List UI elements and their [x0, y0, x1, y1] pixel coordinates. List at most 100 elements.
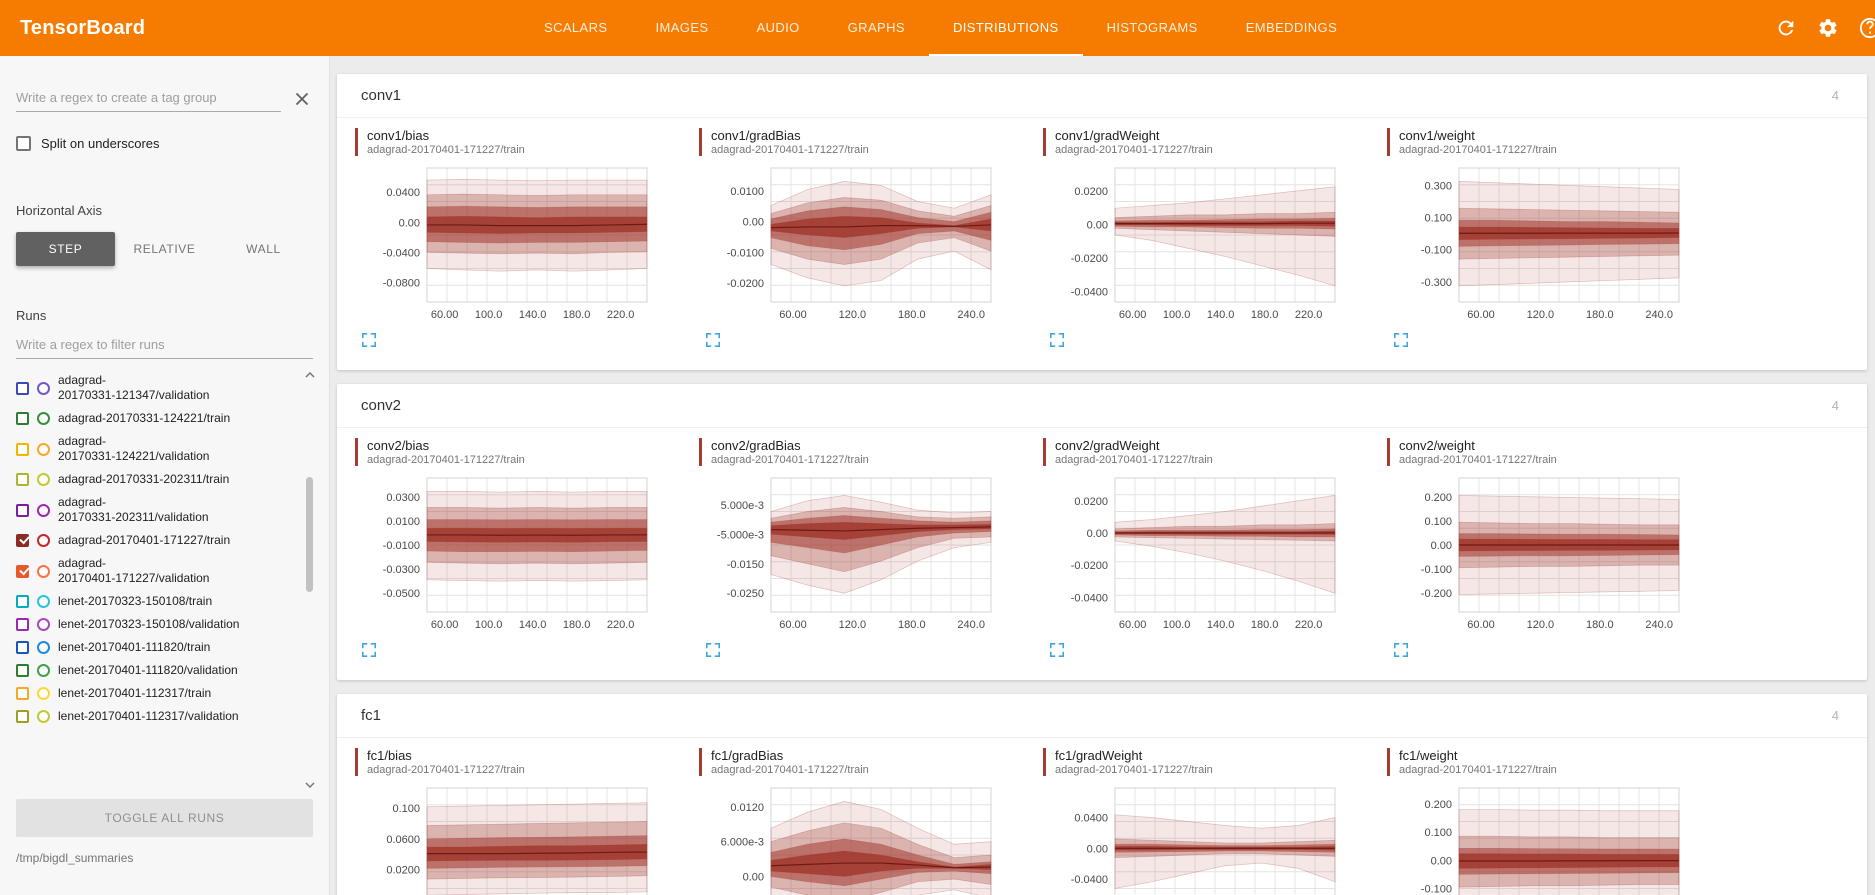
tab-histograms[interactable]: HISTOGRAMS [1106, 19, 1198, 35]
run-item[interactable]: lenet-20170401-111820/train [16, 636, 297, 659]
run-checkbox[interactable] [16, 687, 29, 700]
run-item[interactable]: lenet-20170401-112317/train [16, 682, 297, 705]
distribution-plot[interactable]: 0.0200 0.00 -0.0200 -0.0400 60.00 100.0 140.0 1… [1041, 470, 1361, 638]
run-item[interactable]: adagrad-20170401-171227/train [16, 529, 297, 552]
run-checkbox[interactable] [16, 534, 29, 547]
run-regex-input[interactable] [16, 333, 313, 359]
settings-icon[interactable] [1817, 17, 1839, 39]
svg-text:240.0: 240.0 [1645, 309, 1673, 321]
run-item[interactable]: adagrad- 20170331-121347/validation [16, 369, 297, 407]
split-underscores-checkbox[interactable] [16, 136, 31, 151]
axis-option-step[interactable]: STEP [16, 232, 115, 266]
run-checkbox[interactable] [16, 412, 29, 425]
run-list-container: adagrad- 20170331-121347/validation adagr… [16, 369, 315, 791]
run-radio[interactable] [37, 534, 50, 547]
run-radio[interactable] [37, 564, 50, 578]
axis-option-relative[interactable]: RELATIVE [133, 242, 196, 256]
run-item[interactable]: adagrad- 20170331-202311/validation [16, 491, 297, 529]
toggle-all-runs-button[interactable]: TOGGLE ALL RUNS [16, 799, 313, 837]
run-radio[interactable] [37, 381, 50, 395]
expand-chart-icon[interactable] [1049, 332, 1065, 348]
run-checkbox[interactable] [16, 442, 29, 456]
run-radio[interactable] [37, 664, 50, 677]
run-checkbox[interactable] [16, 473, 29, 486]
expand-chart-icon[interactable] [361, 642, 377, 658]
run-label: lenet-20170401-111820/validation [58, 663, 238, 677]
refresh-icon[interactable] [1775, 17, 1797, 39]
split-underscores-row[interactable]: Split on underscores [16, 136, 313, 151]
run-item[interactable]: lenet-20170323-150108/validation [16, 613, 297, 636]
run-checkbox[interactable] [16, 641, 29, 654]
scrollbar-thumb[interactable] [306, 477, 313, 592]
distribution-plot[interactable]: 0.0100 0.00 -0.0100 -0.0200 60.00 120.0 180.0 2… [697, 160, 1017, 328]
section-header-conv1[interactable]: conv1 4 [337, 74, 1867, 118]
expand-chart-icon[interactable] [1393, 642, 1409, 658]
run-checkbox[interactable] [16, 381, 29, 395]
run-radio[interactable] [37, 710, 50, 723]
run-radio[interactable] [37, 503, 50, 517]
tab-images[interactable]: IMAGES [655, 19, 709, 35]
section-header-conv2[interactable]: conv2 4 [337, 384, 1867, 428]
tab-audio[interactable]: AUDIO [756, 19, 800, 35]
run-radio[interactable] [37, 442, 50, 456]
run-radio[interactable] [37, 473, 50, 486]
tab-graphs[interactable]: GRAPHS [847, 19, 905, 35]
run-checkbox[interactable] [16, 595, 29, 608]
run-radio[interactable] [37, 618, 50, 631]
distribution-plot[interactable]: 0.0200 0.00 -0.0200 -0.0400 60.00 100.0 140.0 1… [1041, 160, 1361, 328]
run-checkbox[interactable] [16, 664, 29, 677]
svg-text:-0.0200: -0.0200 [1071, 253, 1108, 265]
distribution-plot[interactable]: 0.300 0.100 -0.100 -0.300 60.00 120.0 180.0 240… [1385, 160, 1705, 328]
tag-regex-input[interactable] [16, 86, 281, 112]
run-item[interactable]: lenet-20170401-112317/validation [16, 705, 297, 728]
distribution-plot[interactable]: 5.000e-3 -5.000e-3 -0.0150 -0.0250 60.00 120.… [697, 470, 1017, 638]
expand-chart-icon[interactable] [1049, 642, 1065, 658]
run-label: adagrad-20170331-124221/train [58, 411, 231, 425]
tab-distributions[interactable]: DISTRIBUTIONS [928, 0, 1083, 56]
chart-header: conv2/bias adagrad-20170401-171227/train [355, 438, 689, 466]
scroll-down-icon[interactable] [304, 779, 316, 791]
run-radio[interactable] [37, 595, 50, 608]
run-radio[interactable] [37, 641, 50, 654]
run-checkbox[interactable] [16, 618, 29, 631]
run-radio[interactable] [37, 412, 50, 425]
close-icon[interactable] [291, 88, 313, 110]
tab-scalars[interactable]: SCALARS [544, 19, 608, 35]
run-radio[interactable] [37, 687, 50, 700]
chart-actions [361, 332, 689, 356]
chart-header: conv1/weight adagrad-20170401-171227/trai… [1387, 128, 1721, 156]
run-checkbox[interactable] [16, 503, 29, 517]
expand-chart-icon[interactable] [361, 332, 377, 348]
svg-text:60.00: 60.00 [1467, 619, 1495, 631]
run-checkbox[interactable] [16, 564, 29, 578]
scroll-up-icon[interactable] [304, 369, 316, 381]
tab-embeddings[interactable]: EMBEDDINGS [1245, 19, 1338, 35]
distribution-plot[interactable]: 0.1000.06000.0200-0.020060.00100.0140.01… [353, 780, 673, 895]
run-item[interactable]: adagrad- 20170331-124221/validation [16, 430, 297, 468]
expand-chart-icon[interactable] [705, 642, 721, 658]
run-checkbox[interactable] [16, 710, 29, 723]
svg-text:-0.100: -0.100 [1421, 884, 1452, 895]
distribution-plot[interactable]: 0.0400 0.00 -0.0400 -0.0800 60.00 100.0 140.0 1… [353, 160, 673, 328]
help-icon[interactable] [1859, 17, 1875, 39]
section-header-fc1[interactable]: fc1 4 [337, 694, 1867, 738]
chart-run-label: adagrad-20170401-171227/train [711, 144, 869, 156]
run-item[interactable]: lenet-20170401-111820/validation [16, 659, 297, 682]
run-item[interactable]: lenet-20170323-150108/train [16, 590, 297, 613]
expand-chart-icon[interactable] [1393, 332, 1409, 348]
run-item[interactable]: adagrad-20170331-202311/train [16, 468, 297, 491]
run-item[interactable]: adagrad- 20170401-171227/validation [16, 552, 297, 590]
distribution-plot[interactable]: 0.0300 0.0100 -0.0100 -0.0300 -0.0500 60.00 10… [353, 470, 673, 638]
expand-chart-icon[interactable] [705, 332, 721, 348]
run-list-scrollbar[interactable] [303, 369, 317, 791]
axis-option-wall[interactable]: WALL [246, 242, 281, 256]
svg-text:0.0120: 0.0120 [730, 802, 764, 814]
svg-text:140.0: 140.0 [1207, 309, 1235, 321]
chart-card-conv1-bias: conv1/bias adagrad-20170401-171227/train 0… [353, 128, 689, 356]
run-item[interactable]: adagrad-20170331-124221/train [16, 407, 297, 430]
distribution-plot[interactable]: 0.200 0.100 0.00 -0.100 -0.200 60.00 120.0 180.… [1385, 470, 1705, 638]
svg-text:180.0: 180.0 [898, 619, 926, 631]
distribution-plot[interactable]: 0.04000.00-0.040060.00100.0140.0180.0220… [1041, 780, 1361, 895]
